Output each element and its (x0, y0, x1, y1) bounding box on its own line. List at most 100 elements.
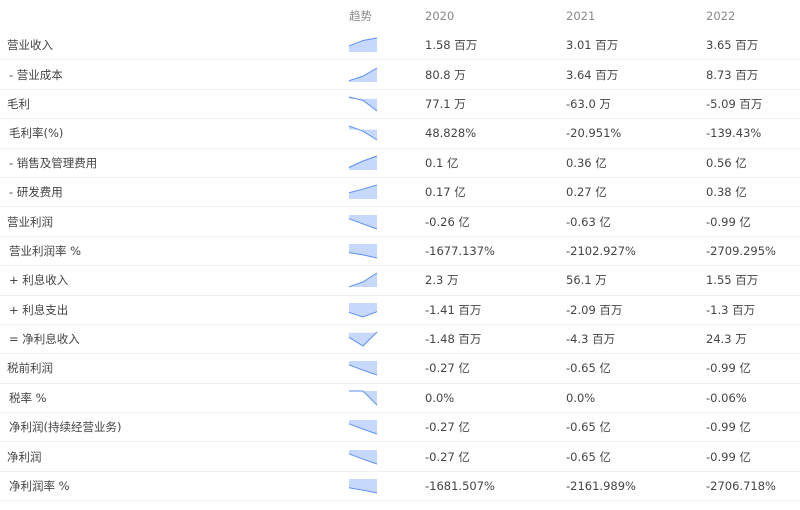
value-cell-2022: -0.99 亿 (706, 420, 751, 435)
value-cell-2020: -0.27 亿 (425, 361, 470, 376)
sparkline-area (349, 185, 377, 200)
row-label: + 利息支出 (9, 302, 69, 317)
sparkline-line (348, 487, 378, 494)
table-row[interactable]: 净利润(持续经营业务) -0.27 亿 -0.65 亿 -0.99 亿 (0, 413, 800, 443)
row-label: - 研发费用 (9, 185, 63, 200)
table-row[interactable]: 毛利率(%) 48.828% -20.951% -139.43% (0, 119, 800, 149)
sparkline-area (349, 155, 377, 170)
sparkline-line (348, 252, 378, 259)
row-label: 毛利率(%) (9, 126, 64, 141)
value-cell-2021: -2.09 百万 (566, 302, 623, 317)
row-label: 营业利润 (7, 214, 53, 229)
value-cell-2020: 1.58 百万 (425, 38, 478, 53)
table-row[interactable]: 毛利 77.1 万 -63.0 万 -5.09 百万 (0, 90, 800, 120)
trend-sparkline (348, 67, 378, 82)
row-label: 营业收入 (7, 38, 53, 53)
value-cell-2021: -63.0 万 (566, 96, 611, 111)
row-label: 净利润(持续经营业务) (9, 420, 122, 435)
value-cell-2021: 56.1 万 (566, 273, 607, 288)
value-cell-2021: 0.0% (566, 390, 596, 405)
value-cell-2021: -0.65 亿 (566, 449, 611, 464)
sparkline-line (348, 184, 378, 194)
trend-sparkline (348, 479, 378, 494)
sparkline-area (349, 214, 377, 229)
value-cell-2020: 0.0% (425, 390, 455, 405)
sparkline-line (348, 155, 378, 168)
sparkline-line (349, 390, 378, 406)
sparkline-area (349, 302, 377, 317)
sparkline-line (348, 272, 378, 288)
trend-sparkline (349, 390, 378, 406)
sparkline-area (349, 243, 377, 258)
sparkline-area (349, 38, 377, 53)
sparkline-line (348, 310, 378, 318)
value-cell-2020: 77.1 万 (425, 96, 466, 111)
table-row[interactable]: + 利息收入 2.3 万 56.1 万 1.55 百万 (0, 266, 800, 296)
value-cell-2021: -20.951% (566, 126, 622, 141)
value-cell-2022: -139.43% (706, 126, 762, 141)
trend-sparkline (348, 96, 378, 112)
value-cell-2022: 3.65 百万 (706, 38, 759, 53)
table-row[interactable]: + 利息支出 -1.41 百万 -2.09 百万 -1.3 百万 (0, 296, 800, 325)
table-row[interactable]: 营业利润 -0.26 亿 -0.63 亿 -0.99 亿 (0, 207, 800, 237)
value-cell-2020: -1.48 百万 (425, 332, 482, 347)
sparkline-area (349, 126, 377, 141)
value-cell-2020: -0.26 亿 (425, 214, 470, 229)
sparkline-line (348, 453, 378, 465)
year-header-2020[interactable]: 2020 (425, 8, 455, 23)
trend-sparkline (348, 243, 378, 259)
table-row[interactable]: - 研发费用 0.17 亿 0.27 亿 0.38 亿 (0, 178, 800, 208)
value-cell-2021: -0.65 亿 (566, 361, 611, 376)
table-row[interactable]: 营业利润率 % -1677.137% -2102.927% -2709.295% (0, 237, 800, 267)
trend-sparkline (348, 125, 378, 141)
value-cell-2022: -0.99 亿 (706, 361, 751, 376)
value-cell-2021: 0.36 亿 (566, 155, 607, 170)
value-cell-2020: -0.27 亿 (425, 449, 470, 464)
value-cell-2021: 3.01 百万 (566, 38, 619, 53)
table-row[interactable]: = 净利息收入 -1.48 百万 -4.3 百万 24.3 万 (0, 325, 800, 355)
value-cell-2022: -5.09 百万 (706, 96, 763, 111)
table-row[interactable]: 净利润 -0.27 亿 -0.65 亿 -0.99 亿 (0, 442, 800, 472)
value-cell-2022: -0.99 亿 (706, 214, 751, 229)
trend-sparkline (348, 361, 378, 376)
trend-sparkline (348, 214, 378, 230)
trend-sparkline (348, 302, 378, 318)
trend-sparkline (348, 37, 378, 53)
row-label: 营业利润率 % (9, 243, 82, 258)
trend-sparkline (348, 331, 378, 347)
table-row[interactable]: - 营业成本 80.8 万 3.64 百万 8.73 百万 (0, 60, 800, 90)
sparkline-area (349, 332, 377, 347)
sparkline-line (348, 96, 378, 112)
value-cell-2022: -0.06% (706, 390, 747, 405)
value-cell-2021: -2161.989% (566, 479, 636, 494)
value-cell-2022: -2706.718% (706, 479, 776, 494)
value-cell-2020: 2.3 万 (425, 273, 459, 288)
table-row[interactable]: - 销售及管理费用 0.1 亿 0.36 亿 0.56 亿 (0, 149, 800, 178)
value-cell-2022: 8.73 百万 (706, 67, 759, 82)
value-cell-2021: -0.63 亿 (566, 214, 611, 229)
table-row[interactable]: 税前利润 -0.27 亿 -0.65 亿 -0.99 亿 (0, 354, 800, 384)
trend-header: 趋势 (349, 8, 372, 23)
sparkline-line (348, 37, 378, 47)
value-cell-2020: -1681.507% (425, 479, 495, 494)
value-cell-2020: -0.27 亿 (425, 420, 470, 435)
year-header-2021[interactable]: 2021 (566, 8, 596, 23)
sparkline-area (349, 361, 377, 376)
year-header-2022[interactable]: 2022 (706, 8, 736, 23)
row-label: 毛利 (7, 96, 30, 111)
table-row[interactable]: 净利润率 % -1681.507% -2161.989% -2706.718% (0, 472, 800, 502)
value-cell-2022: -0.99 亿 (706, 449, 751, 464)
value-cell-2020: -1677.137% (425, 243, 495, 258)
sparkline-line (348, 125, 378, 141)
value-cell-2021: 0.27 亿 (566, 185, 607, 200)
value-cell-2020: -1.41 百万 (425, 302, 482, 317)
table-row[interactable]: 税率 % 0.0% 0.0% -0.06% (0, 384, 800, 414)
sparkline-area (349, 96, 377, 111)
value-cell-2022: -1.3 百万 (706, 302, 756, 317)
table-row[interactable]: 营业收入 1.58 百万 3.01 百万 3.65 百万 (0, 31, 800, 61)
sparkline-line (348, 423, 378, 435)
header-row: 趋势 2020 2021 2022 (0, 0, 800, 31)
row-label: 税率 % (9, 390, 47, 405)
row-label: 净利润率 % (9, 479, 70, 494)
